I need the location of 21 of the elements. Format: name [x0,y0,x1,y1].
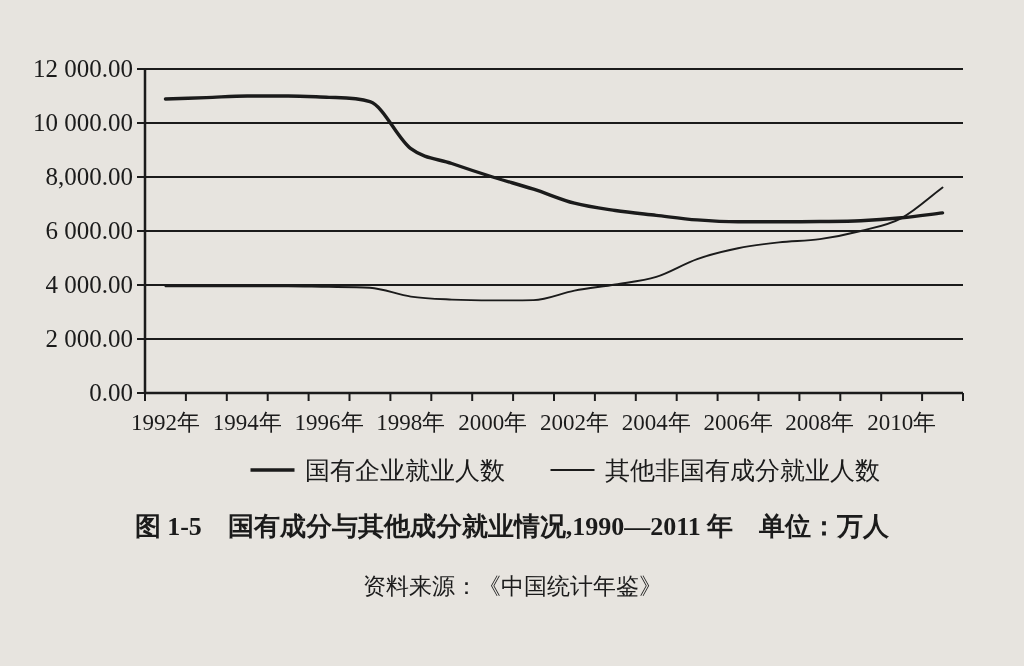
y-tick-label: 4 000.00 [45,271,133,298]
x-tick-label: 2006年 [703,410,773,435]
y-tick-label: 12 000.00 [33,55,133,82]
x-tick-label: 2008年 [785,410,855,435]
x-tick-label: 2000年 [458,410,528,435]
y-tick-label: 8,000.00 [45,163,133,190]
y-tick-label: 2 000.00 [45,325,133,352]
x-tick-label: 1996年 [294,410,364,435]
legend-label: 其他非国有成分就业人数 [604,457,880,484]
legend-label: 国有企业就业人数 [304,457,505,484]
y-tick-label: 10 000.00 [33,109,133,136]
y-tick-label: 0.00 [89,379,133,406]
x-tick-label: 2004年 [621,410,691,435]
text: 资料来源：《中国统计年鉴》 [362,574,662,599]
x-tick-label: 1994年 [212,410,282,435]
x-tick-label: 2002年 [539,410,609,435]
text: 图 1-5 国有成分与其他成分就业情况,1990—2011 年 单位：万人 [134,512,891,541]
x-tick-label: 1998年 [376,410,446,435]
x-tick-label: 2010年 [867,410,937,435]
y-tick-label: 6 000.00 [45,217,133,244]
x-tick-label: 1992年 [130,410,200,435]
